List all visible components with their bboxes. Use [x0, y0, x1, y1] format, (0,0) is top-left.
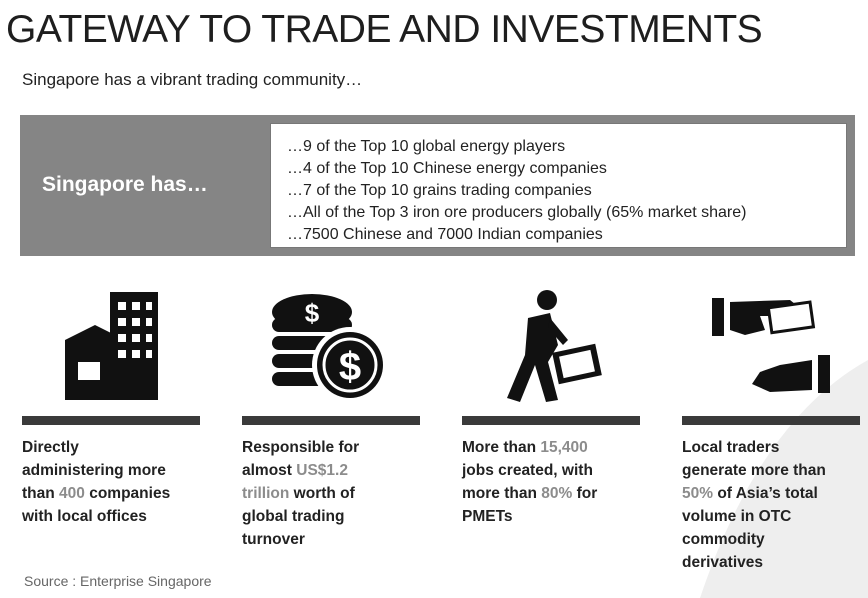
- title: GATEWAY TO TRADE AND INVESTMENTS: [6, 8, 763, 51]
- text-line: trillion worth of: [242, 482, 359, 505]
- text-part: worth of: [289, 485, 355, 502]
- column-text: More than 15,400 jobs created, with more t…: [462, 436, 597, 528]
- text-line: almost US$1.2: [242, 459, 359, 482]
- subtitle: Singapore has a vibrant trading communit…: [22, 70, 363, 89]
- text-line: commodity: [682, 528, 826, 551]
- fact-item: …All of the Top 3 iron ore producers glo…: [287, 204, 747, 221]
- text-line: volume in OTC: [682, 505, 826, 528]
- divider-bar: [242, 416, 420, 425]
- text-line: generate more than: [682, 459, 826, 482]
- text-part: Responsible for: [242, 439, 360, 456]
- text-part: turnover: [242, 531, 305, 548]
- column-text: Responsible for almost US$1.2 trillion wor…: [242, 436, 359, 551]
- divider-bar: [462, 416, 640, 425]
- text-line: more than 80% for: [462, 482, 597, 505]
- text-part: jobs created, with: [462, 462, 593, 479]
- text-line: 50% of Asia’s total: [682, 482, 826, 505]
- icons: $ $: [65, 290, 830, 403]
- source-note: Source : Enterprise Singapore: [24, 573, 212, 589]
- column-text: Local traders generate more than 50% of As…: [682, 436, 826, 574]
- text-part: global trading: [242, 508, 345, 525]
- building-icon: [65, 292, 158, 400]
- fact-item: …9 of the Top 10 global energy players: [287, 138, 566, 155]
- text-part: More than: [462, 439, 541, 456]
- coins-icon: $ $: [272, 294, 388, 403]
- text-line: Directly: [22, 436, 170, 459]
- handshake-icon: [712, 298, 830, 393]
- text-part: than: [22, 485, 60, 502]
- highlight: trillion: [242, 485, 290, 502]
- text-line: turnover: [242, 528, 359, 551]
- fact-item: …7 of the Top 10 grains trading companie…: [287, 182, 592, 199]
- text-part: derivatives: [682, 554, 763, 571]
- text-part: with local offices: [22, 508, 147, 525]
- facts-box: Singapore has… …9 of the Top 10 global e…: [20, 115, 855, 256]
- divider-bar: [682, 416, 860, 425]
- text-line: jobs created, with: [462, 459, 597, 482]
- text-part: administering more: [22, 462, 166, 479]
- fact-item: …4 of the Top 10 Chinese energy companie…: [287, 160, 607, 177]
- text-line: administering more: [22, 459, 170, 482]
- box-label: Singapore has…: [42, 173, 208, 196]
- text-part: for: [572, 485, 598, 502]
- highlight: US$1.2: [296, 462, 348, 479]
- text-line: Responsible for: [242, 436, 359, 459]
- divider-bar: [22, 416, 200, 425]
- highlight: 80%: [541, 485, 573, 502]
- text-part: companies: [84, 485, 171, 502]
- text-part: almost: [242, 462, 297, 479]
- fact-item: …7500 Chinese and 7000 Indian companies: [287, 226, 603, 243]
- walker-icon: [507, 290, 602, 402]
- highlight: 50%: [682, 485, 714, 502]
- facts-list: …9 of the Top 10 global energy players …4…: [270, 123, 847, 248]
- text-part: more than: [462, 485, 542, 502]
- text-line: derivatives: [682, 551, 826, 574]
- highlight: 400: [59, 485, 85, 502]
- text-part: Directly: [22, 439, 79, 456]
- text-part: of Asia’s total: [713, 485, 818, 502]
- text-part: commodity: [682, 531, 765, 548]
- text-line: More than 15,400: [462, 436, 597, 459]
- text-line: global trading: [242, 505, 359, 528]
- highlight: 15,400: [540, 439, 588, 456]
- text-line: with local offices: [22, 505, 170, 528]
- text-line: Local traders: [682, 436, 826, 459]
- text-part: Local traders: [682, 439, 780, 456]
- text-line: than 400 companies: [22, 482, 170, 505]
- text-line: PMETs: [462, 505, 597, 528]
- svg-text:$: $: [339, 345, 361, 389]
- svg-text:$: $: [305, 298, 320, 328]
- column-text: Directly administering more than 400 compa…: [22, 436, 170, 528]
- text-part: generate more than: [682, 462, 826, 479]
- text-part: volume in OTC: [682, 508, 792, 525]
- text-part: PMETs: [462, 508, 513, 525]
